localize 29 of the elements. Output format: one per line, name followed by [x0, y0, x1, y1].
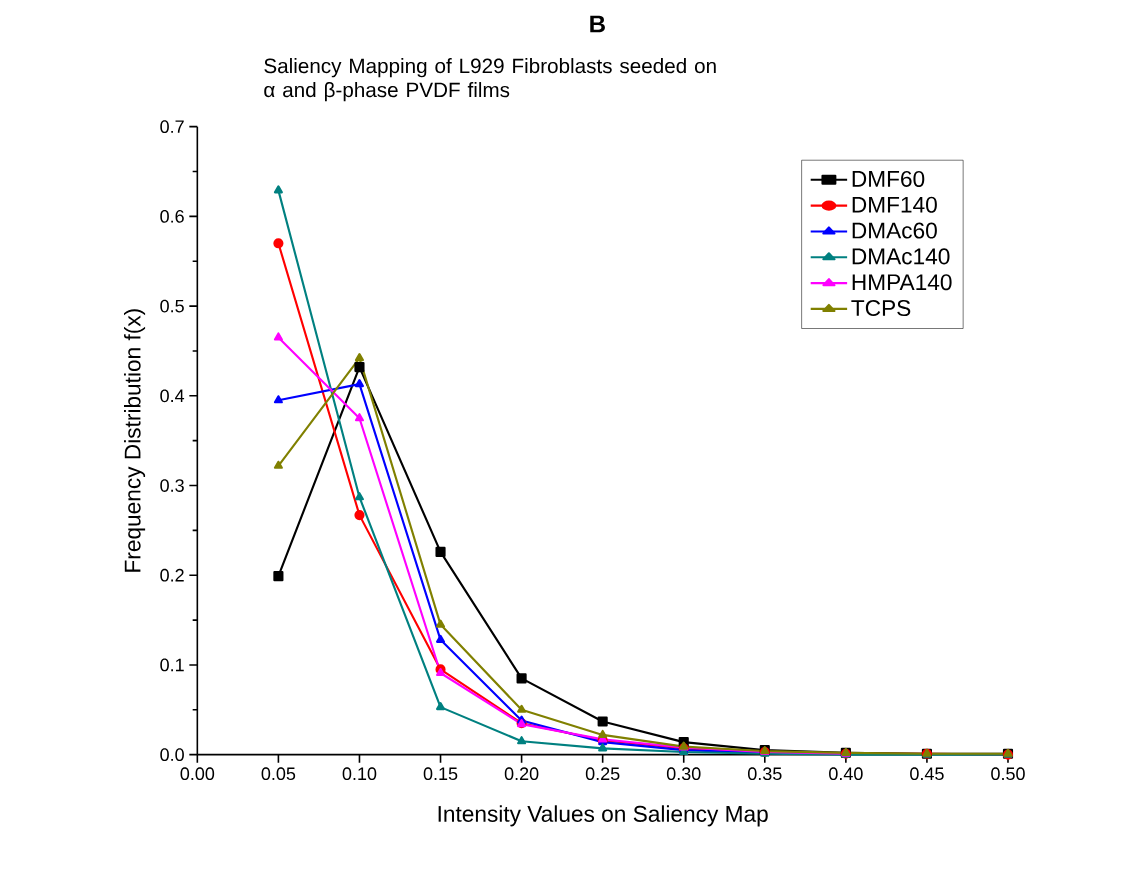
x-tick-label: 0.40 — [829, 767, 863, 781]
y-tick-label: 0.2 — [160, 569, 184, 582]
legend-label: TCPS — [851, 300, 911, 317]
x-tick-label: 0.50 — [991, 767, 1025, 781]
x-tick-label: 0.15 — [423, 767, 458, 781]
legend-label: HMPA140 — [852, 274, 952, 291]
legend-label: DMF60 — [852, 171, 925, 188]
y-axis-title: Frequency Distribution f(x) — [124, 309, 146, 572]
x-tick-label: 0.25 — [585, 767, 620, 781]
y-tick-label: 0.1 — [160, 658, 184, 672]
x-tick-label: 0.10 — [342, 767, 377, 781]
x-tick-label: 0.20 — [504, 767, 539, 781]
legend-label: DMAc140 — [852, 248, 950, 265]
y-tick-label: 0.5 — [160, 299, 184, 313]
x-tick-label: 0.30 — [666, 767, 701, 781]
x-tick-label: 0.45 — [910, 767, 944, 781]
y-tick-label: 0.4 — [160, 389, 185, 403]
legend-label: DMF140 — [852, 196, 937, 213]
chart-title: B — [590, 15, 605, 33]
x-axis-title: Intensity Values on Saliency Map — [438, 805, 768, 827]
legend-label: DMAc60 — [852, 222, 937, 239]
chart-subtitle: Saliency Mapping of L929 Fibroblasts seeded on α and β-phase PVDF films — [264, 58, 716, 102]
y-tick-label: 0.6 — [160, 210, 184, 223]
y-tick-label: 0.3 — [160, 479, 184, 493]
x-tick-label: 0.35 — [747, 767, 782, 781]
x-tick-label: 0.05 — [261, 767, 296, 781]
y-tick-label: 0.0 — [160, 748, 184, 762]
x-tick-label: 0.00 — [180, 767, 215, 781]
y-tick-label: 0.7 — [160, 120, 184, 134]
